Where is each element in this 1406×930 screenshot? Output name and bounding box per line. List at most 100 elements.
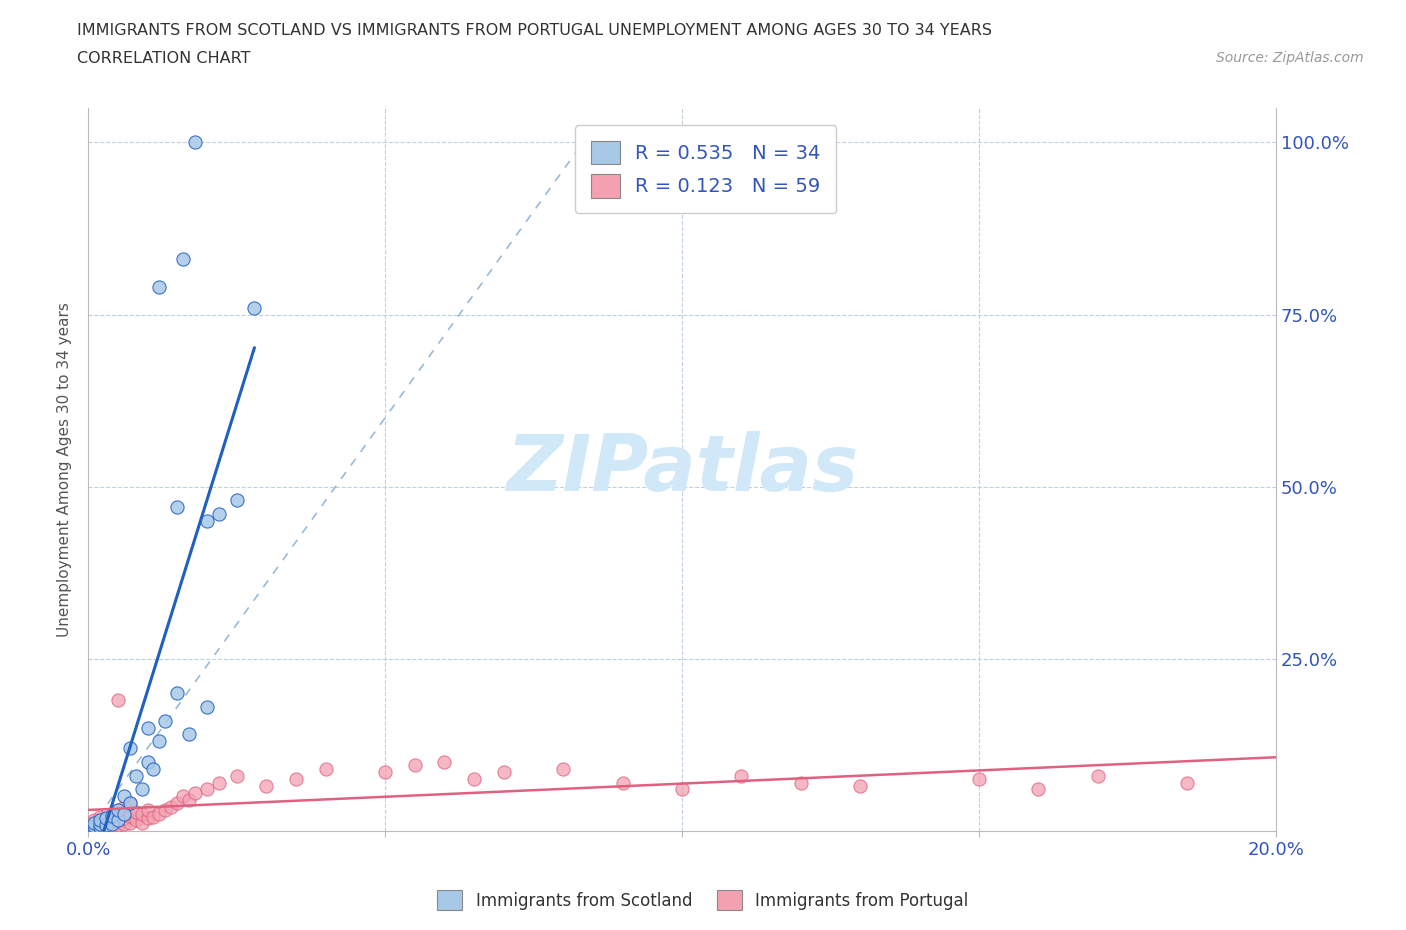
Point <box>1087 768 1109 783</box>
Point <box>195 513 218 528</box>
Point <box>89 820 111 835</box>
Point <box>225 768 247 783</box>
Point <box>179 727 201 742</box>
Point <box>107 693 129 708</box>
Legend: Immigrants from Scotland, Immigrants from Portugal: Immigrants from Scotland, Immigrants fro… <box>430 884 976 917</box>
Point <box>107 803 129 817</box>
Point <box>671 782 693 797</box>
Point <box>155 713 177 728</box>
Point <box>463 772 485 787</box>
Point <box>136 720 159 735</box>
Point <box>166 499 188 514</box>
Point <box>136 811 159 826</box>
Point <box>195 782 218 797</box>
Point <box>195 699 218 714</box>
Point <box>243 300 266 315</box>
Point <box>124 804 146 819</box>
Point <box>285 772 308 787</box>
Point <box>142 762 165 777</box>
Text: CORRELATION CHART: CORRELATION CHART <box>77 51 250 66</box>
Point <box>112 817 135 831</box>
Point <box>1028 782 1050 797</box>
Point <box>89 815 111 830</box>
Point <box>849 778 872 793</box>
Point <box>790 776 813 790</box>
Point <box>172 252 194 267</box>
Point <box>112 799 135 814</box>
Point <box>208 776 231 790</box>
Point <box>124 768 146 783</box>
Point <box>179 792 201 807</box>
Point <box>136 754 159 769</box>
Point <box>83 821 105 836</box>
Point <box>148 734 170 749</box>
Point <box>1175 776 1198 790</box>
Point <box>612 776 634 790</box>
Point <box>101 815 124 830</box>
Legend: R = 0.535   N = 34, R = 0.123   N = 59: R = 0.535 N = 34, R = 0.123 N = 59 <box>575 125 837 213</box>
Point <box>553 762 575 777</box>
Point <box>83 821 105 836</box>
Point <box>94 811 117 826</box>
Point <box>118 740 141 755</box>
Point <box>492 764 515 779</box>
Y-axis label: Unemployment Among Ages 30 to 34 years: Unemployment Among Ages 30 to 34 years <box>58 302 72 637</box>
Point <box>107 803 129 817</box>
Point <box>101 808 124 823</box>
Point <box>89 820 111 835</box>
Point <box>172 789 194 804</box>
Point <box>83 817 105 831</box>
Point <box>107 813 129 828</box>
Point <box>112 811 135 826</box>
Point <box>131 806 153 821</box>
Point <box>166 796 188 811</box>
Point <box>131 782 153 797</box>
Point <box>184 786 207 801</box>
Point <box>166 685 188 700</box>
Point <box>107 817 129 832</box>
Point <box>225 493 247 508</box>
Point <box>89 817 111 832</box>
Point <box>160 799 183 814</box>
Point <box>94 817 117 831</box>
Point <box>83 818 105 833</box>
Text: ZIPatlas: ZIPatlas <box>506 432 858 508</box>
Point <box>83 819 105 834</box>
Point <box>131 815 153 830</box>
Point <box>94 811 117 826</box>
Point <box>118 815 141 830</box>
Text: IMMIGRANTS FROM SCOTLAND VS IMMIGRANTS FROM PORTUGAL UNEMPLOYMENT AMONG AGES 30 : IMMIGRANTS FROM SCOTLAND VS IMMIGRANTS F… <box>77 23 993 38</box>
Point <box>404 758 426 773</box>
Point <box>254 778 277 793</box>
Point <box>433 754 456 769</box>
Point <box>155 803 177 817</box>
Point <box>107 813 129 828</box>
Point <box>118 796 141 811</box>
Point <box>374 764 396 779</box>
Point <box>101 817 124 831</box>
Point <box>89 817 111 831</box>
Point <box>208 507 231 522</box>
Point <box>184 135 207 150</box>
Point <box>148 806 170 821</box>
Point <box>118 796 141 811</box>
Point <box>730 768 752 783</box>
Point <box>315 762 337 777</box>
Point <box>89 810 111 825</box>
Point <box>967 772 990 787</box>
Point <box>94 820 117 835</box>
Point <box>112 806 135 821</box>
Point <box>142 810 165 825</box>
Point <box>148 280 170 295</box>
Point <box>124 813 146 828</box>
Point <box>94 817 117 832</box>
Point <box>118 808 141 823</box>
Point <box>112 789 135 804</box>
Point <box>136 803 159 817</box>
Point <box>83 813 105 828</box>
Point <box>89 813 111 828</box>
Text: Source: ZipAtlas.com: Source: ZipAtlas.com <box>1216 51 1364 65</box>
Point <box>101 806 124 821</box>
Point <box>101 819 124 834</box>
Point <box>83 815 105 830</box>
